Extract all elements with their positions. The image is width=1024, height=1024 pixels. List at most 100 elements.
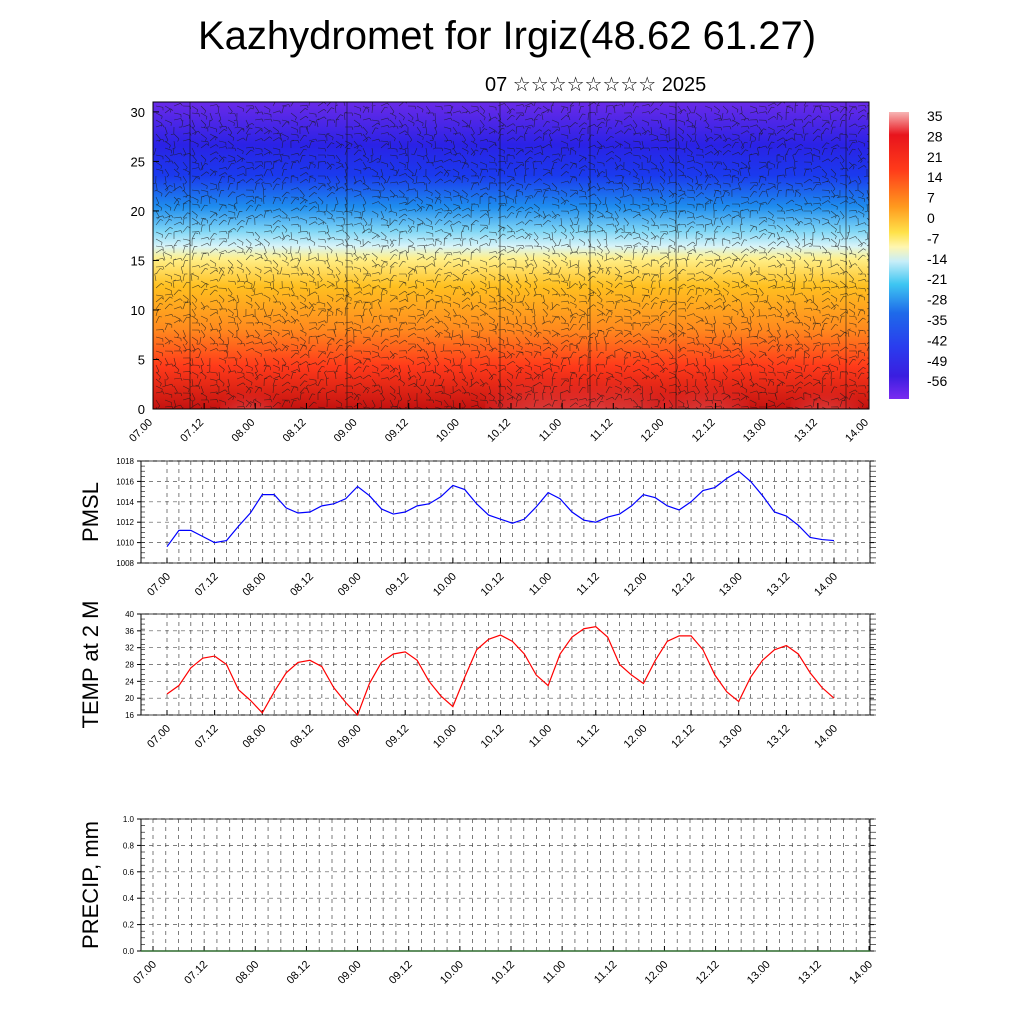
colorbar-label: -21 (927, 271, 947, 287)
x-tick-label: 12.12 (669, 723, 697, 751)
x-tick-label: 11.00 (527, 571, 554, 598)
y-tick-label: 32 (125, 644, 134, 653)
y-tick-label: 1010 (116, 539, 134, 548)
y-tick-label: 1016 (116, 477, 134, 486)
x-tick-label: 07.00 (145, 723, 173, 751)
y-tick-label: 24 (125, 677, 134, 686)
x-tick-label: 10.12 (479, 723, 507, 751)
y-axis-label: TEMP at 2 M (78, 601, 103, 729)
x-tick-label: 09.12 (387, 959, 415, 987)
x-tick-label: 10.12 (485, 417, 513, 445)
warm-spot (220, 382, 280, 409)
colorbar-label: 28 (927, 128, 943, 144)
x-tick-label: 13.12 (792, 417, 820, 445)
x-tick-label: 13.00 (745, 959, 773, 987)
colorbar-label: -7 (927, 230, 940, 246)
y-tick-label: 1014 (116, 498, 134, 507)
x-tick-label: 11.12 (575, 571, 602, 598)
x-tick-label: 08.00 (233, 959, 261, 987)
x-tick-label: 10.12 (479, 571, 507, 599)
x-tick-label: 07.12 (193, 723, 221, 751)
colorbar-label: 7 (927, 190, 935, 206)
x-tick-label: 14.00 (812, 571, 840, 599)
y-tick-label: 30 (131, 105, 145, 120)
x-tick-label: 12.00 (643, 959, 671, 987)
y-tick-label: 0.8 (123, 841, 135, 850)
x-tick-label: 07.12 (182, 959, 210, 987)
x-tick-label: 08.00 (229, 417, 257, 445)
y-axis-label: PRECIP, mm (78, 821, 103, 949)
x-tick-label: 14.00 (847, 959, 875, 987)
x-tick-label: 13.12 (796, 959, 824, 987)
temperature-panel: 16 20 24 28 32 36 40 07.00 07.12 08.00 08.12 09.00 0… (78, 601, 876, 751)
temperature-field (153, 102, 869, 409)
colorbar-label: 21 (927, 149, 943, 165)
x-tick-label: 09.12 (383, 571, 411, 599)
x-tick-label: 07.00 (131, 959, 159, 987)
colorbar-label: -28 (927, 292, 947, 308)
x-tick-label: 10.00 (438, 959, 466, 987)
x-tick-label: 10.00 (434, 417, 462, 445)
x-tick-label: 08.12 (281, 417, 309, 445)
x-tick-label: 10.12 (489, 959, 517, 987)
x-tick-label: 09.00 (336, 571, 364, 599)
y-tick-label: 1.0 (123, 815, 135, 824)
y-axis-label: PMSL (78, 482, 103, 542)
x-tick-label: 11.12 (575, 723, 602, 750)
x-tick-label: 09.00 (332, 417, 360, 445)
x-tick-label: 07.00 (127, 417, 155, 445)
x-tick-label: 08.12 (288, 571, 316, 599)
x-tick-label: 09.00 (336, 723, 364, 751)
x-tick-label: 14.00 (812, 723, 840, 751)
y-tick-label: 36 (125, 627, 134, 636)
colorbar-label: 0 (927, 210, 935, 226)
x-tick-label: 12.12 (690, 417, 718, 445)
page-title: Kazhydromet for Irgiz(48.62 61.27) (197, 14, 817, 58)
y-tick-label: 0 (138, 402, 145, 417)
x-tick-label: 13.12 (765, 723, 793, 751)
x-tick-label: 08.12 (285, 959, 313, 987)
y-tick-label: 10 (131, 303, 145, 318)
x-tick-label: 08.12 (288, 723, 316, 751)
x-tick-label: 12.00 (622, 723, 650, 751)
y-tick-label: 16 (125, 711, 134, 720)
precip-panel: 0.0 0.2 0.4 0.6 0.8 1.0 07.00 07.12 08.00 08.12 09… (78, 815, 876, 987)
colorbar-label: -49 (927, 353, 947, 369)
warm-spot (562, 359, 672, 409)
colorbar-label: -42 (927, 332, 947, 348)
colorbar-scale (889, 112, 909, 399)
y-tick-label: 0.6 (123, 868, 135, 877)
y-tick-label: 1012 (116, 518, 134, 527)
x-tick-label: 11.12 (592, 959, 619, 986)
colorbar-label: -35 (927, 312, 947, 328)
y-tick-label: 1018 (116, 457, 134, 466)
colorbar-label: -14 (927, 251, 947, 267)
warm-surface-spots (220, 355, 860, 409)
y-tick-label: 40 (125, 610, 134, 619)
x-tick-label: 10.00 (431, 571, 459, 599)
page-subtitle: 07 ☆☆☆☆☆☆☆☆ 2025 (485, 74, 707, 96)
x-tick-label: 13.12 (765, 571, 793, 599)
x-tick-label: 07.12 (178, 417, 206, 445)
y-tick-label: 0.2 (123, 921, 135, 930)
warm-spot (660, 368, 750, 409)
x-tick-label: 10.00 (431, 723, 459, 751)
y-tick-label: 25 (131, 154, 145, 169)
x-tick-label: 11.00 (527, 723, 554, 750)
colorbar-label: -56 (927, 373, 947, 389)
y-tick-label: 15 (131, 253, 145, 268)
x-tick-label: 11.00 (541, 959, 568, 986)
x-tick-label: 08.00 (240, 723, 268, 751)
x-tick-label: 13.00 (717, 723, 745, 751)
y-tick-label: 28 (125, 661, 134, 670)
colorbar-label: 35 (927, 108, 943, 124)
y-tick-label: 0.0 (123, 947, 135, 956)
x-tick-label: 09.12 (383, 417, 411, 445)
x-tick-label: 12.12 (669, 571, 697, 599)
barb-lines (153, 102, 869, 409)
panel-frame (140, 818, 871, 952)
x-tick-label: 07.12 (193, 571, 221, 599)
cross-section-y-axis: 0 5 10 15 20 25 30 (131, 105, 159, 417)
x-tick-label: 07.00 (145, 571, 173, 599)
